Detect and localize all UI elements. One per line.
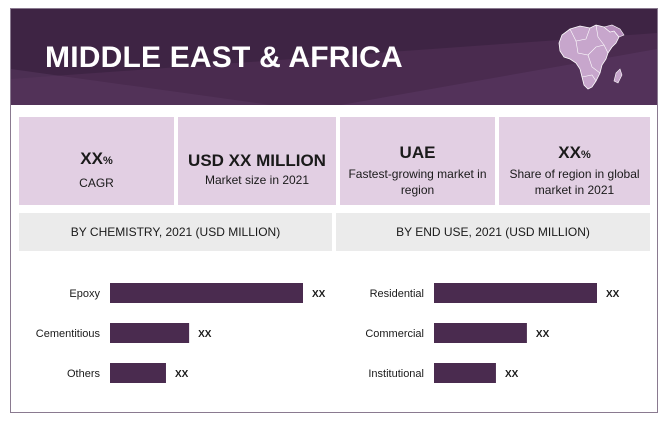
kpi-share: XX% Share of region in global market in … <box>499 117 650 205</box>
end-use-value-label-residential: XX <box>606 289 620 300</box>
kpi-market-size-value: USD XX MILLION <box>188 151 326 170</box>
chemistry-category-label-cementitious: Cementitious <box>36 328 101 340</box>
kpi-market-size-label: Market size in 2021 <box>204 173 310 187</box>
page-title: MIDDLE EAST & AFRICA <box>45 41 403 74</box>
end-use-chart-title: BY END USE, 2021 (USD MILLION) <box>336 213 650 251</box>
chemistry-bar-epoxy <box>110 283 303 303</box>
chemistry-bar-chart: Epoxy XX Cementitious XX Others XX <box>19 265 332 405</box>
chemistry-value-label-others: XX <box>175 369 189 380</box>
chemistry-bar-others <box>110 363 166 383</box>
kpi-cagr-label: CAGR <box>79 176 114 190</box>
kpi-cagr-value: XX% <box>80 149 113 168</box>
chemistry-category-label-others: Others <box>67 368 101 380</box>
chemistry-bar-cementitious <box>110 323 190 343</box>
end-use-category-label-commercial: Commercial <box>365 328 424 340</box>
chemistry-category-label-epoxy: Epoxy <box>69 288 100 300</box>
end-use-category-label-institutional: Institutional <box>368 368 424 380</box>
end-use-value-label-commercial: XX <box>536 329 550 340</box>
kpi-fastest-growing: UAE Fastest-growing market in region <box>340 117 495 205</box>
africa-map-icon <box>558 24 625 90</box>
end-use-value-label-institutional: XX <box>505 369 519 380</box>
end-use-chart-svg: Residential XX Commercial XX Institutional XX <box>365 283 620 383</box>
chemistry-chart-svg: Epoxy XX Cementitious XX Others XX <box>36 283 326 383</box>
banner-background <box>11 9 657 105</box>
end-use-category-label-residential: Residential <box>370 288 424 300</box>
end-use-bar-chart: Residential XX Commercial XX Institutional XX <box>336 265 650 405</box>
infographic-frame: MIDDLE EAST & AFRICA XX% CAGR USD XX MIL… <box>10 8 658 413</box>
kpi-row: XX% CAGR USD XX MILLION Market size in 2… <box>19 117 650 205</box>
end-use-bar-institutional <box>434 363 496 383</box>
kpi-market-size: USD XX MILLION Market size in 2021 <box>178 117 336 205</box>
chemistry-value-label-cementitious: XX <box>198 329 212 340</box>
end-use-bar-commercial <box>434 323 527 343</box>
kpi-fastest-growing-value: UAE <box>399 143 436 162</box>
kpi-share-value: XX% <box>558 143 591 162</box>
chemistry-value-label-epoxy: XX <box>312 289 326 300</box>
kpi-share-label: Share of region in global market in 2021 <box>509 167 640 197</box>
end-use-bar-residential <box>434 283 597 303</box>
header-banner: MIDDLE EAST & AFRICA <box>11 9 657 105</box>
kpi-cagr: XX% CAGR <box>19 117 174 205</box>
chemistry-chart-title: BY CHEMISTRY, 2021 (USD MILLION) <box>19 213 332 251</box>
kpi-fastest-growing-label: Fastest-growing market in region <box>348 167 487 197</box>
